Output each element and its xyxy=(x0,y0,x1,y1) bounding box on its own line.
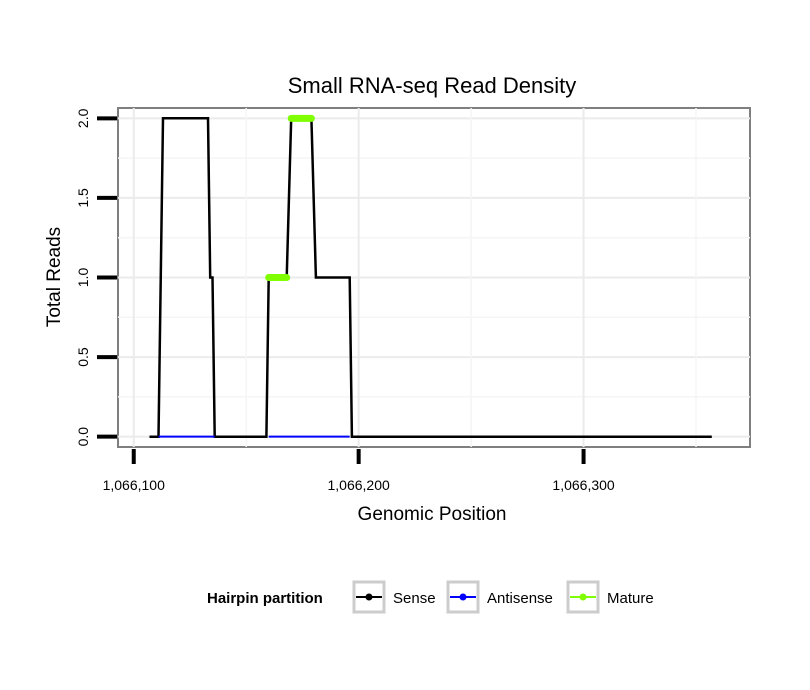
legend-label-sense: Sense xyxy=(393,590,436,607)
x-tick-label: 1,066,300 xyxy=(552,477,614,493)
legend-dot-antisense xyxy=(459,593,467,601)
y-tick-label: 1.5 xyxy=(75,188,91,208)
x-axis-title: Genomic Position xyxy=(358,504,507,525)
grid-lines xyxy=(118,108,750,447)
legend-item-sense: Sense xyxy=(352,580,436,614)
y-tick-label: 2.0 xyxy=(75,108,91,128)
legend-label-antisense: Antisense xyxy=(487,590,553,607)
legend-item-antisense: Antisense xyxy=(446,580,553,614)
legend-label-mature: Mature xyxy=(607,590,654,607)
series-line-sense xyxy=(149,117,712,438)
y-tick-label: 1.0 xyxy=(75,268,91,288)
x-tick-label: 1,066,100 xyxy=(103,477,165,493)
y-tick-label: 0.0 xyxy=(75,427,91,447)
legend-dot-sense xyxy=(365,593,373,601)
series-layer xyxy=(149,114,712,438)
legend-title: Hairpin partition xyxy=(207,590,323,607)
legend: Hairpin partition Sense Antisense Mature xyxy=(207,580,654,614)
y-tick-label: 0.5 xyxy=(75,347,91,367)
y-axis: 0.0 0.5 1.0 1.5 2.0 xyxy=(75,108,117,446)
x-tick-label: 1,066,200 xyxy=(328,477,390,493)
x-axis: 1,066,100 1,066,200 1,066,300 xyxy=(103,449,615,493)
chart-title: Small RNA-seq Read Density xyxy=(288,73,577,98)
legend-dot-mature xyxy=(579,593,587,601)
y-axis-title: Total Reads xyxy=(44,227,65,327)
legend-item-mature: Mature xyxy=(566,580,654,614)
